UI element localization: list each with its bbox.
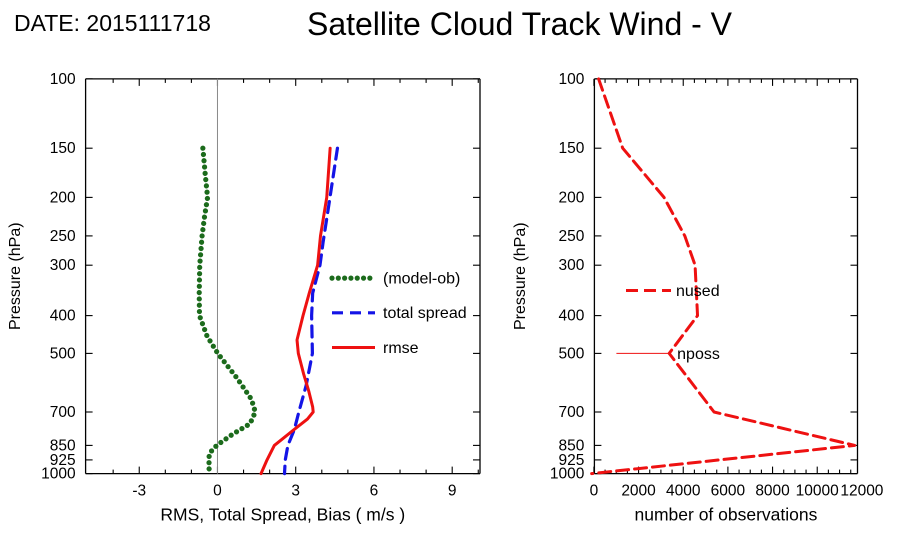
svg-text:700: 700 <box>559 404 585 421</box>
svg-text:300: 300 <box>559 257 585 274</box>
svg-text:400: 400 <box>50 308 76 325</box>
svg-text:9: 9 <box>448 483 457 500</box>
svg-text:150: 150 <box>50 140 76 157</box>
svg-text:-3: -3 <box>132 483 146 500</box>
svg-text:500: 500 <box>559 345 585 362</box>
svg-text:700: 700 <box>50 404 76 421</box>
svg-text:Pressure (hPa): Pressure (hPa) <box>512 222 529 330</box>
svg-text:6: 6 <box>370 483 379 500</box>
svg-text:400: 400 <box>559 308 585 325</box>
svg-text:100: 100 <box>559 71 585 88</box>
svg-text:Pressure (hPa): Pressure (hPa) <box>7 222 24 330</box>
svg-text:0: 0 <box>590 483 599 500</box>
svg-text:number of observations: number of observations <box>635 505 818 525</box>
svg-text:100: 100 <box>50 71 76 88</box>
svg-text:12000: 12000 <box>840 483 883 500</box>
svg-text:10000: 10000 <box>796 483 839 500</box>
svg-text:0: 0 <box>213 483 222 500</box>
svg-text:200: 200 <box>50 189 76 206</box>
svg-text:250: 250 <box>50 228 76 245</box>
svg-text:4000: 4000 <box>666 483 701 500</box>
svg-text:500: 500 <box>50 345 76 362</box>
svg-text:nposs: nposs <box>677 346 720 363</box>
svg-text:(model-ob): (model-ob) <box>383 271 460 288</box>
svg-text:6000: 6000 <box>711 483 746 500</box>
svg-text:3: 3 <box>291 483 300 500</box>
svg-text:8000: 8000 <box>755 483 790 500</box>
svg-text:nused: nused <box>676 283 720 300</box>
svg-text:200: 200 <box>559 189 585 206</box>
svg-text:rmse: rmse <box>383 340 419 357</box>
svg-text:1000: 1000 <box>550 466 585 483</box>
svg-text:2000: 2000 <box>621 483 656 500</box>
svg-text:1000: 1000 <box>41 466 76 483</box>
svg-text:150: 150 <box>559 140 585 157</box>
svg-text:250: 250 <box>559 228 585 245</box>
svg-text:300: 300 <box>50 257 76 274</box>
svg-text:total spread: total spread <box>383 305 467 322</box>
svg-text:RMS, Total Spread, Bias ( m/s: RMS, Total Spread, Bias ( m/s ) <box>160 505 405 525</box>
